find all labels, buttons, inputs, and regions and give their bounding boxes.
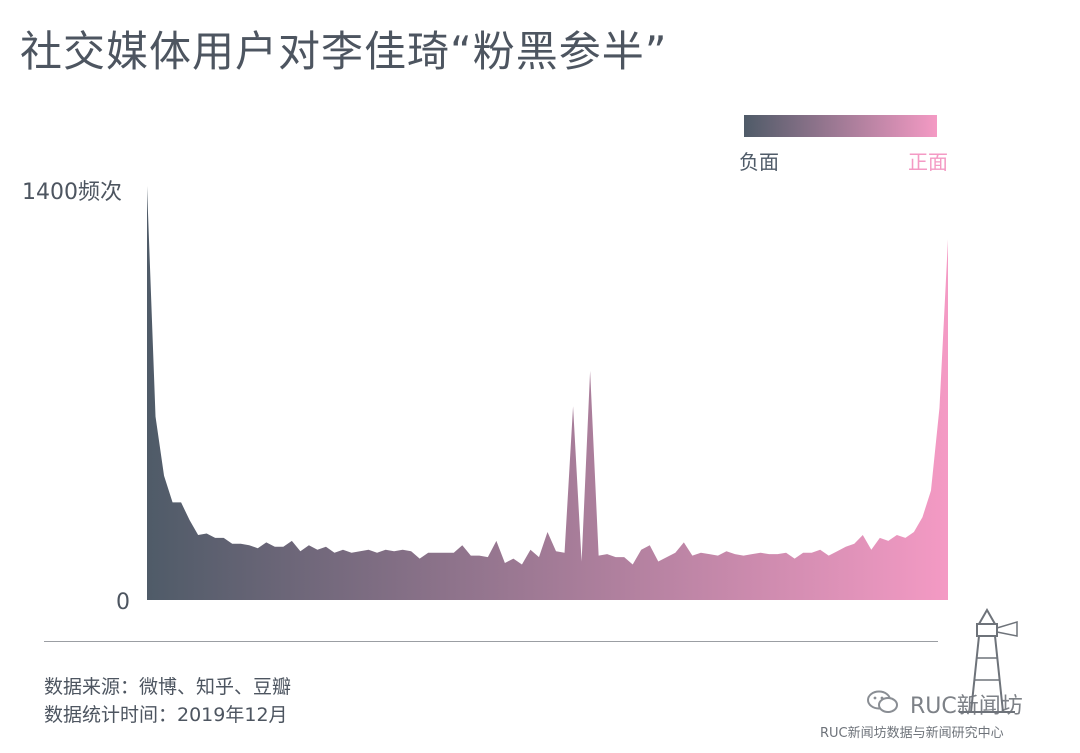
chart-title: 社交媒体用户对李佳琦“粉黑参半” xyxy=(20,27,668,76)
legend-negative-label: 负面 xyxy=(739,150,779,174)
lighthouse-icon xyxy=(959,608,1018,713)
legend-gradient-bar xyxy=(744,115,937,137)
data-source-text: 数据来源：微博、知乎、豆瓣 xyxy=(44,676,292,698)
y-axis-zero-label: 0 xyxy=(116,590,130,615)
wechat-icon xyxy=(867,690,898,713)
organization-name: RUC新闻坊数据与新闻研究中心 xyxy=(820,726,1004,741)
y-axis-max-label: 1400频次 xyxy=(22,180,122,205)
brand-name: RUC新闻坊 xyxy=(910,694,1023,719)
sentiment-area xyxy=(147,186,948,600)
footer-divider xyxy=(44,641,938,642)
legend-positive-label: 正面 xyxy=(908,150,948,174)
data-time-text: 数据统计时间：2019年12月 xyxy=(44,704,288,726)
